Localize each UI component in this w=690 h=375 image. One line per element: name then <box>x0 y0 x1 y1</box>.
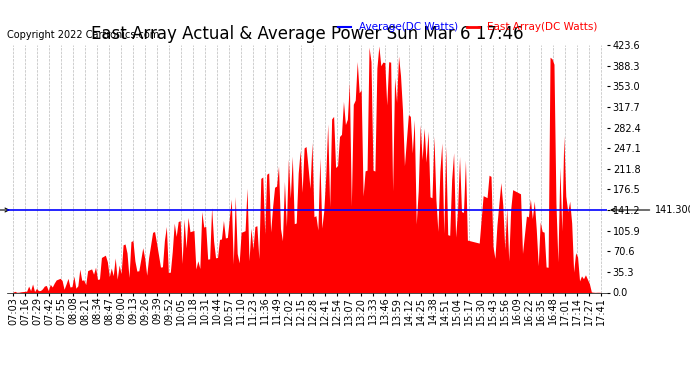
Text: Copyright 2022 Cartronics.com: Copyright 2022 Cartronics.com <box>7 30 159 40</box>
Title: East Array Actual & Average Power Sun Mar 6 17:46: East Array Actual & Average Power Sun Ma… <box>91 26 523 44</box>
Text: 141.300: 141.300 <box>0 205 9 215</box>
Legend: Average(DC Watts), East Array(DC Watts): Average(DC Watts), East Array(DC Watts) <box>334 18 602 36</box>
Text: 141.300: 141.300 <box>611 205 690 215</box>
